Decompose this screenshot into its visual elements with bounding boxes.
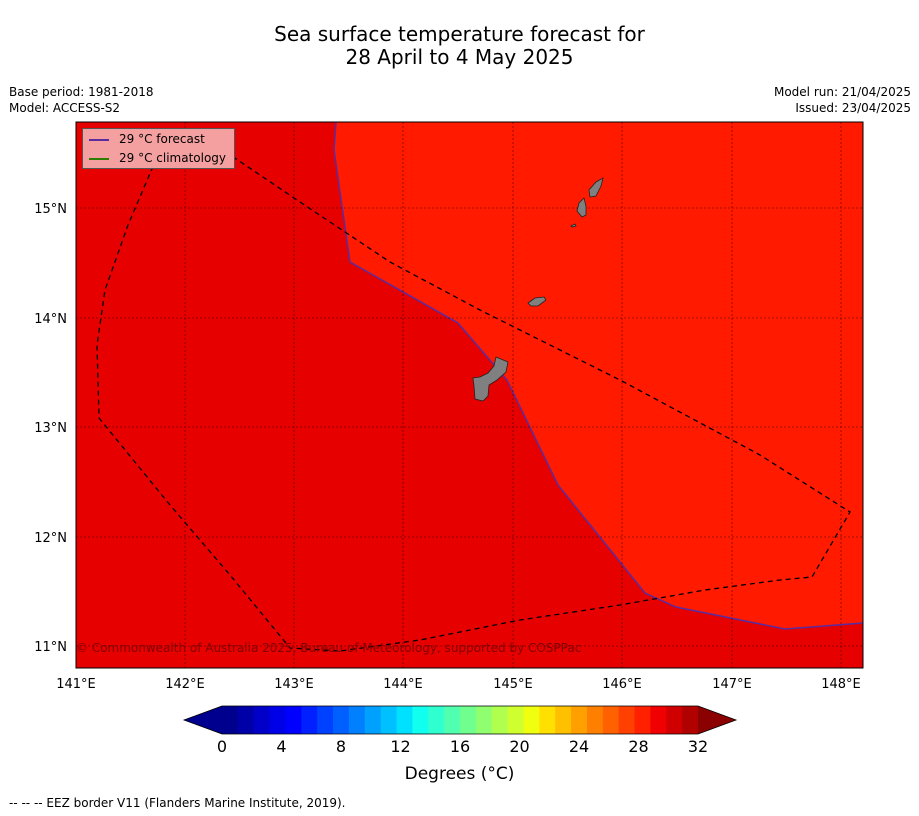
colorbar-tick-label: 0 [216, 737, 228, 756]
lon-label: 143°E [274, 677, 314, 692]
lon-label: 144°E [383, 677, 423, 692]
lon-label: 148°E [821, 677, 861, 692]
colorbar-segment [460, 706, 477, 734]
aguijan-island [570, 223, 577, 228]
colorbar-segment [333, 706, 350, 734]
climatology-line-swatch [89, 157, 109, 160]
colorbar-segment [571, 706, 588, 734]
eez-border [96, 143, 851, 652]
model-run: Model run: 21/04/2025 [773, 85, 911, 99]
title-line-1: Sea surface temperature forecast for [274, 22, 645, 46]
colorbar-segment [237, 706, 255, 734]
colorbar-segment [253, 706, 271, 734]
colorbar-tick-label: 24 [568, 737, 590, 756]
colorbar-segment [523, 706, 540, 734]
colorbar-segment [364, 706, 382, 734]
legend-climatology-label: 29 °C climatology [119, 151, 227, 165]
colorbar-segment [666, 706, 683, 734]
colorbar-label: Degrees (°C) [404, 764, 515, 784]
tinian-island [576, 197, 587, 218]
title-line-2: 28 April to 4 May 2025 [345, 45, 574, 69]
colorbar-over-extension [698, 706, 736, 734]
map-legend: 29 °C forecast 29 °C climatology [82, 128, 235, 169]
colorbar-segment [269, 706, 286, 734]
lon-label: 145°E [493, 677, 533, 692]
colorbar-tick-label: 28 [628, 737, 649, 756]
colorbar-segment [301, 706, 318, 734]
colorbar-segment [618, 706, 636, 734]
lat-label: 14°N [34, 312, 67, 327]
colorbar-segment [650, 706, 667, 734]
base-period: Base period: 1981-2018 [9, 85, 154, 99]
colorbar-tick-label: 8 [335, 737, 347, 756]
colorbar-segment [428, 706, 445, 734]
colorbar-tick-label: 4 [276, 737, 287, 756]
colorbar-outline [182, 705, 738, 735]
colorbar-segment [586, 706, 604, 734]
colorbar-segment [539, 706, 556, 734]
lon-label: 146°E [602, 677, 642, 692]
colorbar-segment [380, 706, 398, 734]
forecast-29c-contour [333, 121, 864, 630]
lon-label: 147°E [712, 677, 752, 692]
lat-label: 11°N [34, 640, 67, 655]
colorbar-segment [682, 706, 699, 734]
islands [472, 177, 604, 402]
colorbar-segment [348, 706, 366, 734]
lon-label: 141°E [56, 677, 96, 692]
colorbar-tick-label: 12 [390, 737, 411, 756]
map-gridlines [76, 122, 863, 668]
issued-date: Issued: 23/04/2025 [795, 101, 911, 115]
legend-forecast-label: 29 °C forecast [119, 132, 205, 146]
colorbar-tick-label: 32 [687, 737, 709, 756]
lat-label: 15°N [34, 202, 67, 217]
lat-label: 13°N [34, 421, 67, 436]
legend-forecast: 29 °C forecast [89, 131, 205, 147]
guam-island [472, 356, 509, 402]
rota-island [527, 296, 547, 307]
colorbar-segment [555, 706, 572, 734]
colorbar-segment [222, 706, 239, 734]
legend-climatology: 29 °C climatology [89, 150, 226, 166]
map-frame [75, 121, 864, 669]
colorbar-under-extension [184, 706, 222, 734]
lon-label: 142°E [165, 677, 205, 692]
eez-footnote: -- -- -- EEZ border V11 (Flanders Marine… [9, 796, 346, 810]
copyright-note: © Commonwealth of Australia 2025, Bureau… [76, 641, 582, 655]
colorbar-segment [285, 706, 302, 734]
colorbar-segment [444, 706, 461, 734]
colorbar-tick-label: 16 [449, 737, 471, 756]
warm-sst-region [334, 122, 863, 629]
colorbar-segment [507, 706, 524, 734]
colorbar-segment [634, 706, 651, 734]
model-name: Model: ACCESS-S2 [9, 101, 121, 115]
colorbar-segment [491, 706, 509, 734]
colorbar-tick-label: 20 [509, 737, 530, 756]
colorbar-segment [396, 706, 413, 734]
forecast-line-swatch [89, 138, 109, 141]
colorbar-segment [317, 706, 334, 734]
saipan-island [588, 177, 604, 198]
colorbar-segment [475, 706, 493, 734]
lat-label: 12°N [34, 531, 67, 546]
colorbar-segment [602, 706, 620, 734]
colorbar [182, 705, 738, 735]
colorbar-segment [412, 706, 429, 734]
